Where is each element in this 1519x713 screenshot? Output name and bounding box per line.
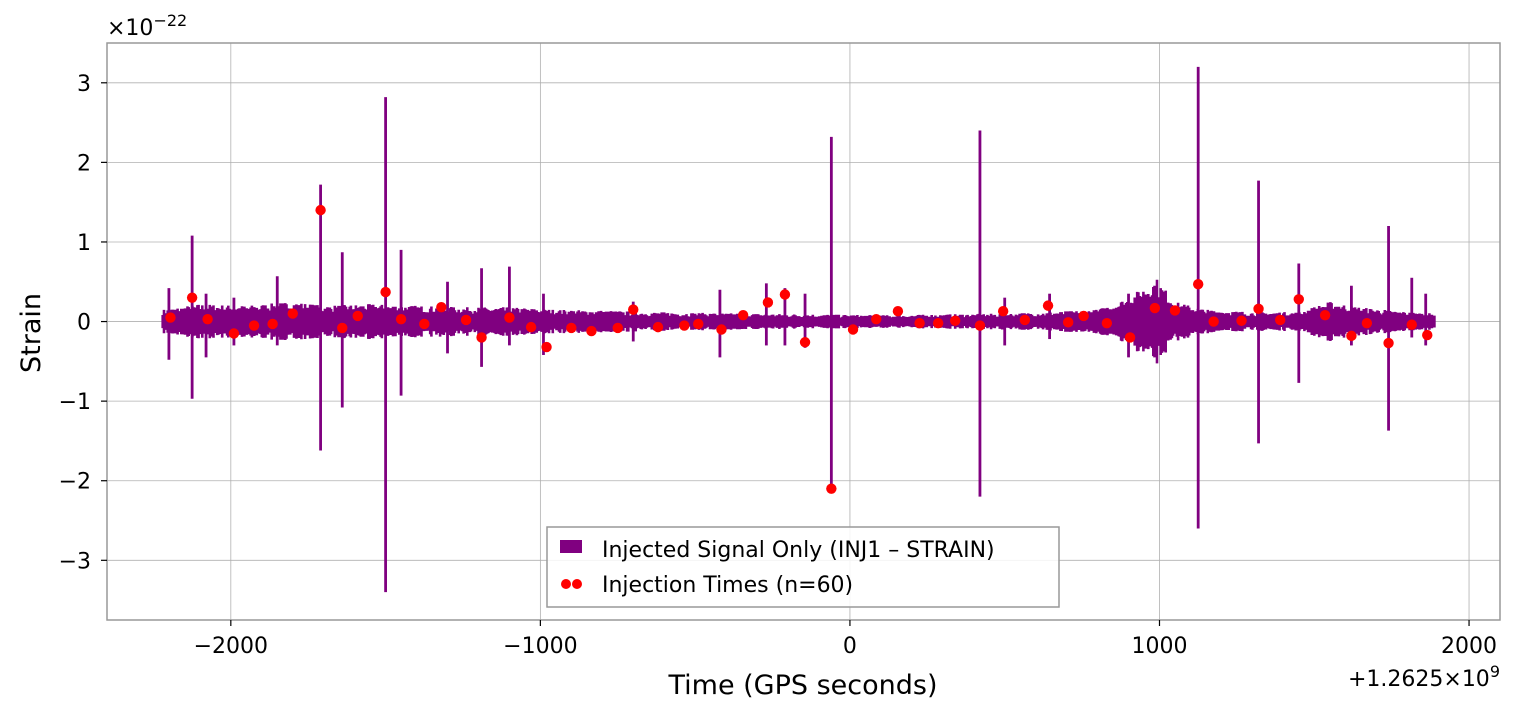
injection-point <box>1192 278 1204 290</box>
x-offset-exponent: 9 <box>1490 662 1500 681</box>
injection-point <box>1149 302 1161 314</box>
legend-marker-injection-b <box>572 579 582 589</box>
x-tick-label: −2000 <box>194 634 268 659</box>
injection-point <box>525 321 537 333</box>
plot-area <box>161 66 1436 593</box>
injection-point <box>1236 315 1247 326</box>
y-tick-label: −2 <box>59 470 91 495</box>
x-tick-label: 1000 <box>1131 634 1187 659</box>
y-tick-label: 3 <box>77 72 91 97</box>
x-offset-base: +1.2625×10 <box>1348 667 1490 692</box>
x-offset-label: +1.2625×109 <box>1348 662 1500 692</box>
injection-point <box>652 321 664 333</box>
injection-point <box>1062 317 1074 328</box>
injection-point <box>1208 316 1219 327</box>
x-axis-label: Time (GPS seconds) <box>667 670 937 701</box>
y-tick-label: −3 <box>59 549 91 574</box>
injection-point <box>395 313 407 325</box>
injection-point <box>541 341 552 353</box>
y-tick-label: 2 <box>77 151 91 176</box>
injection-point <box>892 306 904 317</box>
injection-point <box>1361 317 1373 329</box>
y-scale-label: ×10−22 <box>107 11 187 41</box>
injection-point <box>566 322 577 334</box>
injection-point <box>628 304 639 315</box>
y-tick-label: −1 <box>59 390 91 415</box>
injection-point <box>1422 329 1433 341</box>
injection-point <box>287 308 298 319</box>
injection-point <box>337 322 348 334</box>
legend-swatch-signal <box>560 540 582 553</box>
y-tick-label: 1 <box>77 231 91 256</box>
signal-noise-band <box>161 279 1436 364</box>
injection-point <box>914 317 925 329</box>
injection-point <box>949 315 961 326</box>
injection-point <box>716 324 727 335</box>
injection-point <box>612 322 623 334</box>
injection-point <box>380 286 391 298</box>
injection-point <box>1383 337 1394 349</box>
injection-point <box>1042 300 1054 311</box>
axes-frame <box>106 42 1501 621</box>
injection-point <box>504 312 515 323</box>
injection-point <box>248 320 260 331</box>
injection-point <box>419 318 430 330</box>
injection-point <box>1253 303 1264 315</box>
injection-point <box>693 318 704 330</box>
legend-marker-injection-a <box>561 579 571 589</box>
injection-point <box>779 289 791 300</box>
injection-point <box>997 306 1009 317</box>
injection-point <box>679 320 690 331</box>
x-axis-ticks: −2000 −1000 0 1000 2000 <box>194 620 1497 659</box>
injection-point <box>826 483 837 494</box>
y-axis-ticks: −3 −2 −1 0 1 2 3 <box>59 72 107 574</box>
injection-point <box>315 204 326 216</box>
injection-point <box>1319 309 1331 321</box>
x-tick-label: 2000 <box>1441 634 1497 659</box>
injection-point <box>436 302 447 313</box>
legend: Injected Signal Only (INJ1 – STRAIN) Inj… <box>546 526 1060 608</box>
injection-point <box>586 325 597 337</box>
legend-box <box>546 526 1060 608</box>
y-axis-label: Strain <box>16 293 47 373</box>
injection-point <box>1346 330 1357 342</box>
injection-point <box>871 313 882 325</box>
injection-point <box>228 328 240 339</box>
x-tick-label: 0 <box>843 634 857 659</box>
injection-point <box>186 292 198 303</box>
injection-point <box>974 320 986 331</box>
injection-point <box>1101 317 1113 329</box>
legend-label-signal: Injected Signal Only (INJ1 – STRAIN) <box>602 538 995 563</box>
injection-point <box>1406 319 1417 330</box>
y-tick-label: 0 <box>77 311 91 336</box>
y-scale-exponent: −22 <box>153 11 187 30</box>
injection-point <box>1275 314 1286 326</box>
injection-point <box>1169 305 1181 316</box>
injection-point <box>165 312 176 323</box>
legend-label-injection: Injection Times (n=60) <box>602 573 853 598</box>
injection-point <box>1293 294 1304 305</box>
injection-point <box>1124 332 1136 343</box>
injection-point <box>762 297 774 308</box>
injection-point <box>267 318 278 330</box>
injection-point <box>847 324 859 335</box>
injection-point <box>352 310 363 322</box>
injection-point <box>799 337 811 348</box>
injection-point <box>1019 314 1031 326</box>
injection-point <box>1078 310 1089 322</box>
injection-point <box>932 317 944 329</box>
injection-point <box>476 332 487 343</box>
x-tick-label: −1000 <box>503 634 577 659</box>
injection-series <box>165 204 1433 494</box>
injection-point <box>202 313 213 325</box>
injection-point <box>460 314 472 326</box>
y-scale-base: ×10 <box>107 16 153 41</box>
injection-point <box>737 309 749 321</box>
